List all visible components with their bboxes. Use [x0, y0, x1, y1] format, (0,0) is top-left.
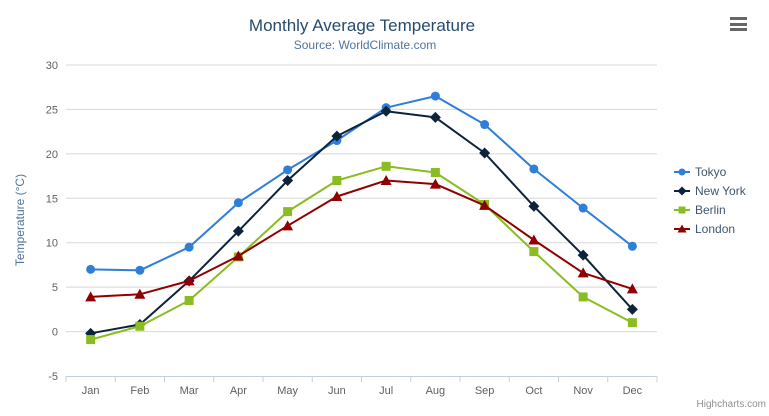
svg-text:0: 0 [52, 327, 58, 339]
circle-marker-icon [674, 168, 690, 175]
credits-link[interactable]: Highcharts.com [697, 399, 766, 410]
series-tokyo [86, 91, 637, 275]
svg-text:5: 5 [52, 282, 58, 294]
svg-text:Feb: Feb [130, 385, 149, 397]
square-marker-icon [674, 206, 690, 213]
chart-subtitle: Source: WorldClimate.com [294, 38, 437, 52]
legend-label: Tokyo [695, 164, 727, 179]
svg-text:30: 30 [46, 60, 58, 72]
svg-text:Jan: Jan [82, 385, 100, 397]
svg-text:Aug: Aug [426, 385, 446, 397]
legend-item-london[interactable]: London [674, 219, 746, 238]
svg-text:-5: -5 [48, 371, 58, 383]
legend-item-berlin[interactable]: Berlin [674, 200, 746, 219]
series-london [85, 175, 638, 302]
svg-text:Apr: Apr [230, 385, 247, 397]
svg-text:10: 10 [46, 238, 58, 250]
hamburger-icon [730, 28, 747, 31]
svg-text:Sep: Sep [475, 385, 495, 397]
x-axis-labels: Jan Feb Mar Apr May Jun Jul Aug Sep Oct Nov Dec [82, 385, 643, 397]
triangle-marker-icon [674, 224, 690, 232]
gridlines [66, 64, 657, 333]
legend-label: London [695, 221, 736, 236]
svg-text:May: May [277, 385, 298, 397]
diamond-marker-icon [674, 186, 690, 195]
svg-text:Jul: Jul [379, 385, 393, 397]
svg-text:20: 20 [46, 149, 58, 161]
axis-lines [65, 376, 658, 382]
series-new-york [85, 105, 638, 339]
y-axis-title: Temperature (°C) [13, 174, 27, 266]
hamburger-icon [730, 22, 747, 26]
legend-item-new-york[interactable]: New York [674, 181, 746, 200]
svg-text:Nov: Nov [573, 385, 593, 397]
svg-text:Dec: Dec [623, 385, 643, 397]
series-lines [85, 91, 638, 345]
legend: Tokyo New York Berlin London [674, 162, 746, 238]
legend-label: Berlin [695, 202, 726, 217]
svg-text:Oct: Oct [525, 385, 542, 397]
context-menu-button[interactable] [728, 15, 752, 33]
legend-item-tokyo[interactable]: Tokyo [674, 162, 746, 181]
hamburger-icon [730, 17, 747, 20]
svg-text:Mar: Mar [180, 385, 199, 397]
svg-text:25: 25 [46, 104, 58, 116]
svg-text:Jun: Jun [328, 385, 346, 397]
chart-title: Monthly Average Temperature [249, 16, 475, 35]
y-axis-labels: -5 0 5 10 15 20 25 30 [46, 60, 58, 383]
svg-text:15: 15 [46, 193, 58, 205]
legend-label: New York [695, 183, 746, 198]
